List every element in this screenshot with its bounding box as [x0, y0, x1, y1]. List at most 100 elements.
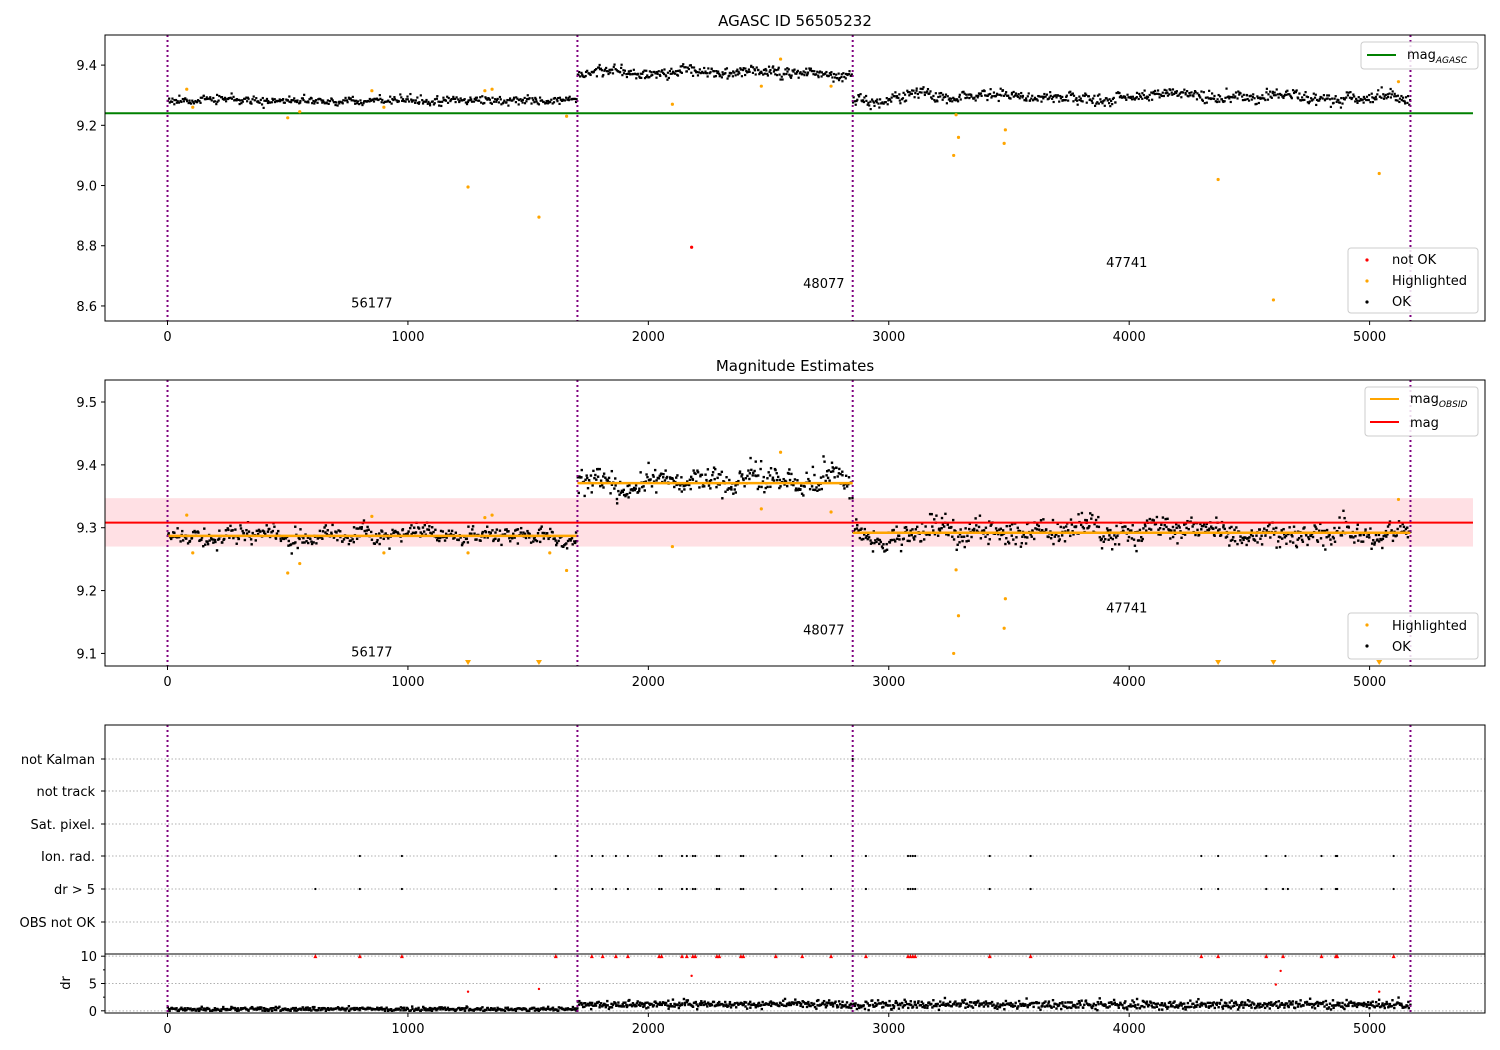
ok-point	[894, 91, 897, 94]
dr-point	[483, 1008, 487, 1012]
ok-point	[1200, 90, 1203, 93]
dr-point	[813, 1005, 817, 1009]
dr-capped-marker	[625, 954, 630, 959]
ok-point	[1062, 526, 1065, 529]
dr-point	[1334, 1004, 1337, 1007]
ok-point	[301, 97, 304, 100]
ok-point	[1047, 535, 1050, 539]
dr-point	[883, 1002, 886, 1005]
dr-point	[639, 1004, 642, 1007]
ok-point	[824, 72, 827, 75]
flag-point	[864, 887, 868, 891]
dr-point	[542, 1006, 545, 1009]
ok-point	[753, 68, 756, 71]
dr-point	[1297, 1002, 1300, 1006]
ok-point	[976, 96, 979, 99]
ok-point	[1110, 548, 1114, 551]
dr-point	[862, 1004, 865, 1007]
ok-point	[733, 488, 736, 491]
dr-point	[1152, 1001, 1155, 1005]
dr-point	[626, 1004, 629, 1007]
ok-point	[1384, 93, 1387, 97]
dr-point	[1007, 1002, 1010, 1005]
ok-point	[1210, 525, 1213, 528]
ok-point	[940, 526, 943, 530]
dr-point	[1336, 1003, 1340, 1006]
ok-point	[657, 70, 660, 73]
ok-point	[656, 72, 659, 75]
agasc-plot-frame	[104, 34, 1486, 322]
ok-point	[867, 536, 871, 539]
ok-point	[573, 540, 576, 543]
ok-point	[787, 472, 791, 475]
flag-point	[739, 887, 743, 891]
ok-point	[1008, 524, 1012, 528]
ok-point	[1158, 526, 1162, 530]
ok-point	[745, 69, 748, 73]
dr-point	[353, 1008, 357, 1011]
ok-point	[908, 91, 911, 94]
dr-point	[1117, 1003, 1121, 1007]
dr-point	[1263, 1002, 1266, 1005]
ok-point	[829, 73, 833, 76]
ok-point	[1145, 97, 1149, 100]
dr-point	[305, 1008, 308, 1011]
dr-point	[716, 1004, 719, 1007]
dr-point	[635, 1002, 639, 1005]
ok-point	[708, 479, 712, 483]
ok-point	[653, 468, 657, 472]
ok-point	[388, 547, 391, 550]
ok-point	[505, 101, 508, 104]
dr-point	[540, 1007, 543, 1010]
ok-point	[535, 539, 539, 543]
flag-point	[1265, 887, 1268, 891]
ok-point	[304, 533, 307, 536]
ok-point	[492, 538, 496, 541]
dr-point	[1382, 1004, 1386, 1007]
dr-point	[1283, 1006, 1286, 1009]
ok-point	[866, 103, 869, 106]
y-tick-label: 9.4	[76, 59, 97, 74]
ok-point	[1166, 517, 1169, 520]
ok-point	[1004, 542, 1007, 546]
ok-point	[304, 100, 307, 103]
ok-point	[1039, 95, 1042, 98]
dr-point	[382, 1007, 385, 1011]
flag-point	[614, 887, 617, 891]
ok-point	[1359, 534, 1362, 537]
ok-point	[617, 70, 620, 73]
ok-point	[387, 99, 390, 102]
ok-point	[982, 529, 986, 532]
ok-point	[733, 71, 736, 74]
ok-point	[915, 87, 918, 90]
dr-point	[213, 1009, 216, 1012]
ok-point	[181, 529, 184, 533]
ok-point	[903, 100, 906, 103]
ok-point	[1001, 89, 1005, 92]
dr-point	[677, 1006, 681, 1010]
ok-point	[771, 66, 774, 69]
ok-point	[856, 98, 859, 101]
ok-point	[737, 70, 740, 73]
ok-point	[1315, 103, 1318, 107]
highlighted-point	[829, 510, 833, 514]
ok-point	[641, 485, 644, 489]
dr-point	[1119, 1001, 1122, 1005]
ok-point	[237, 537, 241, 540]
ok-point	[1282, 527, 1285, 531]
ok-point	[488, 98, 491, 101]
ok-point	[667, 76, 670, 80]
ok-point	[1389, 87, 1392, 91]
ok-point	[827, 469, 830, 472]
dr-point	[503, 1009, 507, 1013]
ok-point	[505, 528, 508, 531]
dr-point	[708, 1002, 711, 1006]
ok-point	[678, 69, 681, 72]
dr-point	[699, 1002, 702, 1005]
ok-point	[375, 540, 379, 544]
ok-point	[209, 98, 212, 101]
dr-point	[236, 1007, 240, 1010]
dr-point	[1233, 1004, 1236, 1008]
ok-point	[1177, 524, 1180, 527]
dr-point	[1025, 997, 1028, 1000]
